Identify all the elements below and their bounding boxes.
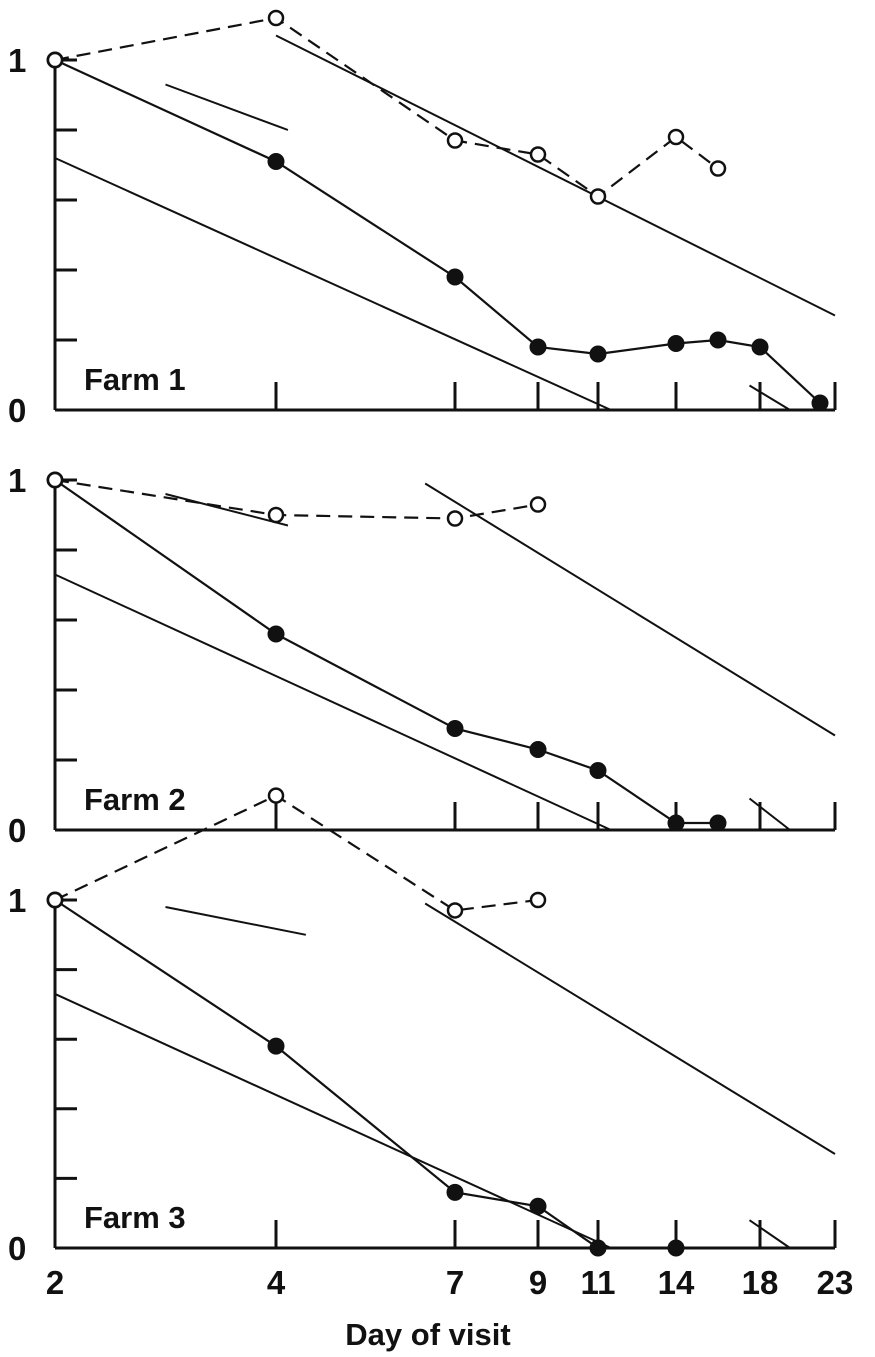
filled-data-point [811, 394, 829, 412]
open-data-point [667, 128, 685, 146]
x-tick-label: 2 [46, 1264, 64, 1301]
open-data-point [446, 510, 464, 527]
open-data-point [267, 9, 285, 27]
filled-data-point [709, 814, 727, 832]
open-data-point [446, 902, 464, 919]
open-data-point [709, 160, 727, 177]
x-tick-label: 14 [658, 1264, 695, 1301]
chart-panels: 0 1 Farm 1 0 1 Farm 2 0 1 Farm 3 2 4 7 9 11 14 18 23 [8, 9, 854, 1301]
reference-line [54, 157, 612, 411]
reference-line [54, 573, 612, 831]
filled-series-line [54, 479, 718, 825]
filled-data-point [529, 741, 547, 758]
y-tick-label-0: 0 [8, 1230, 26, 1267]
x-axis-title: Day of visit [345, 1317, 510, 1352]
open-series-line [54, 794, 539, 912]
panel-1: 0 1 Farm 1 [8, 9, 837, 429]
panel-2: 0 1 Farm 2 [8, 462, 837, 849]
filled-data-point [667, 1239, 685, 1257]
open-data-point [46, 51, 64, 69]
open-data-point [529, 891, 547, 909]
y-tick-label-0: 0 [8, 812, 26, 849]
filled-data-point [589, 345, 607, 363]
filled-data-point [267, 1037, 285, 1055]
panel-title: Farm 2 [84, 782, 186, 817]
filled-data-point [446, 1183, 464, 1201]
x-tick-label: 4 [267, 1264, 286, 1301]
open-series-line [54, 478, 539, 520]
filled-data-point [267, 625, 285, 643]
filled-data-point [667, 814, 685, 832]
open-data-point [46, 471, 64, 489]
y-tick-label-1: 1 [8, 42, 26, 79]
filled-data-point [529, 338, 547, 356]
filled-data-point [709, 331, 727, 349]
open-data-point [589, 188, 607, 205]
reference-line [748, 797, 791, 831]
filled-series-line [54, 59, 821, 404]
filled-data-point [589, 762, 607, 779]
filled-data-point [446, 720, 464, 737]
filled-data-point [446, 268, 464, 286]
reference-line [54, 993, 612, 1249]
reference-line [165, 83, 289, 131]
filled-data-point [267, 153, 285, 170]
filled-series-line [54, 899, 676, 1250]
open-data-point [446, 132, 464, 149]
reference-line [424, 902, 836, 1155]
open-data-point [529, 496, 547, 513]
x-tick-label: 18 [742, 1264, 779, 1301]
x-tick-label: 7 [446, 1264, 464, 1301]
y-tick-label-1: 1 [8, 462, 26, 499]
reference-line [748, 1219, 791, 1249]
panel-title: Farm 1 [84, 362, 186, 397]
panel-title: Farm 3 [84, 1200, 186, 1235]
open-data-point [267, 506, 285, 524]
y-tick-label-1: 1 [8, 882, 26, 919]
filled-data-point [529, 1197, 547, 1215]
open-series-line [54, 16, 719, 198]
open-data-point [529, 146, 547, 163]
open-data-point [46, 891, 64, 909]
reference-line [275, 34, 836, 317]
reference-line [165, 493, 289, 527]
reference-line [165, 905, 307, 936]
y-tick-label-0: 0 [8, 392, 26, 429]
filled-data-point [751, 338, 769, 356]
filled-data-point [667, 335, 685, 352]
panel-3: 0 1 Farm 3 [8, 787, 837, 1267]
x-tick-label: 23 [817, 1264, 854, 1301]
x-tick-label: 9 [529, 1264, 547, 1301]
x-tick-label: 11 [581, 1264, 616, 1301]
filled-data-point [589, 1239, 607, 1257]
reference-line [424, 482, 836, 737]
open-data-point [267, 787, 285, 804]
reference-line [748, 384, 791, 411]
